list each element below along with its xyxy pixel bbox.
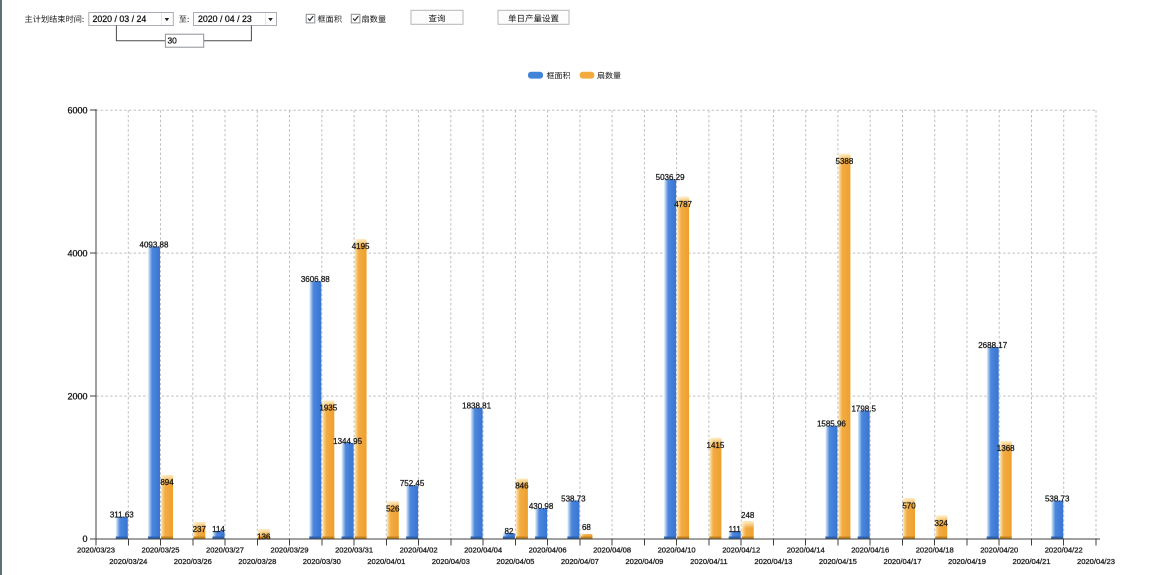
svg-text:111: 111 bbox=[729, 525, 742, 534]
svg-text:324: 324 bbox=[935, 519, 949, 528]
svg-text:1344.95: 1344.95 bbox=[333, 437, 362, 446]
svg-text:2020/04/01: 2020/04/01 bbox=[367, 557, 405, 566]
svg-text:2020/03/29: 2020/03/29 bbox=[270, 546, 308, 555]
svg-text:2020/03/23: 2020/03/23 bbox=[77, 546, 115, 555]
svg-text:430.98: 430.98 bbox=[529, 502, 554, 511]
svg-text:2020/04/07: 2020/04/07 bbox=[561, 557, 599, 566]
svg-text:1935: 1935 bbox=[319, 404, 337, 413]
svg-text:538.73: 538.73 bbox=[1045, 495, 1070, 504]
svg-text:538.73: 538.73 bbox=[561, 495, 586, 504]
svg-text:6000: 6000 bbox=[67, 105, 87, 115]
svg-text:2020/04/08: 2020/04/08 bbox=[593, 546, 631, 555]
svg-text:2020/03/30: 2020/03/30 bbox=[303, 557, 341, 566]
svg-text:4195: 4195 bbox=[352, 242, 370, 251]
svg-text:2020/03/25: 2020/03/25 bbox=[141, 546, 179, 555]
svg-text:2020/03/31: 2020/03/31 bbox=[335, 546, 373, 555]
svg-text:1798.5: 1798.5 bbox=[851, 405, 876, 414]
svg-text:2020/03/27: 2020/03/27 bbox=[206, 546, 244, 555]
svg-text:2020/04/20: 2020/04/20 bbox=[980, 546, 1018, 555]
svg-text:1368: 1368 bbox=[997, 444, 1015, 453]
svg-text:4093.88: 4093.88 bbox=[140, 240, 169, 249]
svg-text:2020/04/17: 2020/04/17 bbox=[883, 557, 921, 566]
svg-text:2020/04/02: 2020/04/02 bbox=[400, 546, 438, 555]
svg-text:2000: 2000 bbox=[67, 391, 87, 401]
svg-text:2020 / 04 / 23: 2020 / 04 / 23 bbox=[198, 14, 252, 24]
svg-text:2020/04/23: 2020/04/23 bbox=[1077, 557, 1115, 566]
svg-text:2020/04/14: 2020/04/14 bbox=[787, 546, 825, 555]
svg-text:5036.29: 5036.29 bbox=[656, 173, 685, 182]
svg-text:2020/04/15: 2020/04/15 bbox=[819, 557, 857, 566]
svg-text:68: 68 bbox=[582, 523, 591, 532]
svg-text:846: 846 bbox=[515, 482, 529, 491]
svg-text:1585.96: 1585.96 bbox=[817, 420, 846, 429]
svg-text:2020/04/03: 2020/04/03 bbox=[432, 557, 470, 566]
svg-text:311.63: 311.63 bbox=[110, 511, 134, 520]
svg-text:1415: 1415 bbox=[707, 441, 725, 450]
svg-text:4000: 4000 bbox=[67, 248, 87, 258]
svg-text:2020/04/18: 2020/04/18 bbox=[916, 546, 954, 555]
svg-text:2020/04/13: 2020/04/13 bbox=[754, 557, 792, 566]
svg-text:2020/04/09: 2020/04/09 bbox=[625, 557, 663, 566]
svg-text:2020/04/16: 2020/04/16 bbox=[851, 546, 889, 555]
svg-text:2020/03/24: 2020/03/24 bbox=[109, 557, 147, 566]
svg-text:2020/04/10: 2020/04/10 bbox=[658, 546, 696, 555]
svg-text:4787: 4787 bbox=[674, 200, 692, 209]
svg-text:3606.88: 3606.88 bbox=[301, 275, 330, 284]
svg-text:82: 82 bbox=[504, 527, 513, 536]
svg-text:30: 30 bbox=[168, 36, 178, 46]
svg-text:2020/04/11: 2020/04/11 bbox=[690, 557, 727, 566]
svg-text:2020/03/26: 2020/03/26 bbox=[174, 557, 212, 566]
svg-text:2020/04/22: 2020/04/22 bbox=[1045, 546, 1083, 555]
svg-text:2020/04/04: 2020/04/04 bbox=[464, 546, 502, 555]
svg-text:2020 / 03 / 24: 2020 / 03 / 24 bbox=[93, 14, 147, 24]
svg-text:752.45: 752.45 bbox=[400, 479, 425, 488]
svg-text:114: 114 bbox=[212, 525, 225, 534]
svg-text:0: 0 bbox=[82, 534, 87, 544]
svg-text:2020/04/06: 2020/04/06 bbox=[529, 546, 567, 555]
svg-text:2020/04/12: 2020/04/12 bbox=[722, 546, 760, 555]
svg-text:2020/04/05: 2020/04/05 bbox=[496, 557, 534, 566]
svg-text:1838.81: 1838.81 bbox=[462, 402, 491, 411]
svg-text:2020/04/19: 2020/04/19 bbox=[948, 557, 986, 566]
svg-text:248: 248 bbox=[741, 511, 755, 520]
svg-text:570: 570 bbox=[902, 501, 916, 510]
svg-text:894: 894 bbox=[160, 478, 174, 487]
svg-text:237: 237 bbox=[193, 525, 207, 534]
svg-text:5388: 5388 bbox=[836, 157, 854, 166]
svg-text:2020/04/21: 2020/04/21 bbox=[1012, 557, 1050, 566]
svg-text:2688.17: 2688.17 bbox=[978, 341, 1007, 350]
svg-text:526: 526 bbox=[386, 504, 400, 513]
svg-text:2020/03/28: 2020/03/28 bbox=[238, 557, 276, 566]
svg-text:136: 136 bbox=[257, 532, 271, 541]
